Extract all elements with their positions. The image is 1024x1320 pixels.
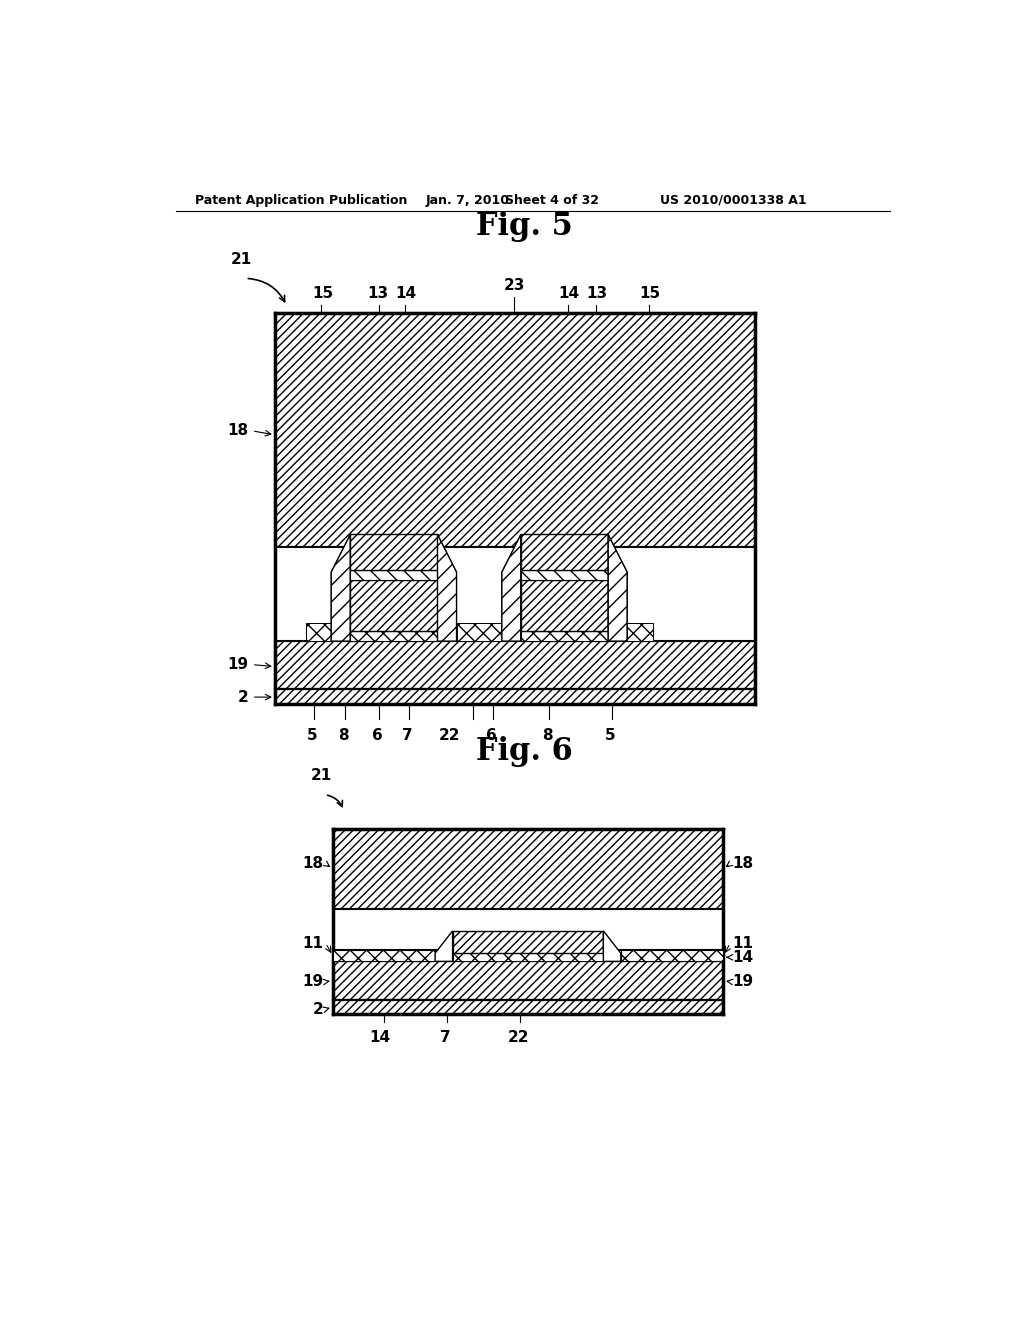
Bar [350,581,437,631]
Bar [274,313,755,546]
Bar [457,623,502,642]
Text: 15: 15 [640,285,660,301]
Text: Patent Application Publication: Patent Application Publication [196,194,408,207]
Text: 7: 7 [402,727,413,743]
Polygon shape [437,535,457,642]
Text: Fig. 6: Fig. 6 [476,737,573,767]
Bar [457,623,482,642]
Polygon shape [603,931,621,961]
Text: 7: 7 [440,1031,451,1045]
Text: 8: 8 [339,727,349,743]
Text: 19: 19 [227,657,249,672]
Text: 2: 2 [312,1002,324,1016]
Text: 19: 19 [302,974,324,989]
Bar [274,546,755,642]
Text: 19: 19 [733,974,754,989]
Bar [333,829,723,908]
Bar [521,535,608,570]
Text: 23: 23 [504,277,525,293]
Text: 22: 22 [508,1031,529,1045]
Text: 13: 13 [368,285,388,301]
Text: Fig. 5: Fig. 5 [476,211,573,242]
Bar [521,581,608,631]
Text: US 2010/0001338 A1: US 2010/0001338 A1 [659,194,806,207]
Bar [333,908,723,961]
Bar [274,689,755,704]
Text: 21: 21 [310,768,332,784]
Text: 22: 22 [438,727,460,743]
Text: 11: 11 [302,936,324,950]
Bar [453,931,603,953]
Bar [350,631,437,642]
Text: 21: 21 [231,252,253,267]
Text: 13: 13 [587,285,607,301]
Text: 18: 18 [227,424,249,438]
Text: 14: 14 [395,285,417,301]
Text: 5: 5 [307,727,317,743]
Polygon shape [331,535,350,642]
Text: 6: 6 [372,727,383,743]
Polygon shape [502,535,521,642]
Text: 18: 18 [733,857,754,871]
Bar [521,570,608,581]
Text: 14: 14 [370,1031,391,1045]
Text: 11: 11 [733,936,754,950]
Text: 2: 2 [238,689,249,705]
Text: 5: 5 [605,727,615,743]
Bar [521,631,608,642]
Polygon shape [608,535,627,642]
Bar [621,950,723,961]
Text: 8: 8 [542,727,552,743]
Bar [274,642,755,689]
Text: 6: 6 [486,727,497,743]
Text: Jan. 7, 2010: Jan. 7, 2010 [426,194,510,207]
Polygon shape [435,931,453,961]
Bar [333,1001,723,1014]
Bar [333,961,723,1001]
Bar [627,623,652,642]
Bar [453,953,603,961]
Text: 18: 18 [302,857,324,871]
Text: 15: 15 [312,285,333,301]
Text: 14: 14 [559,285,580,301]
Bar [350,570,437,581]
Bar [306,623,331,642]
Bar [476,623,502,642]
Bar [333,950,435,961]
Text: Sheet 4 of 32: Sheet 4 of 32 [505,194,599,207]
Bar [350,535,437,570]
Text: 14: 14 [733,950,754,965]
